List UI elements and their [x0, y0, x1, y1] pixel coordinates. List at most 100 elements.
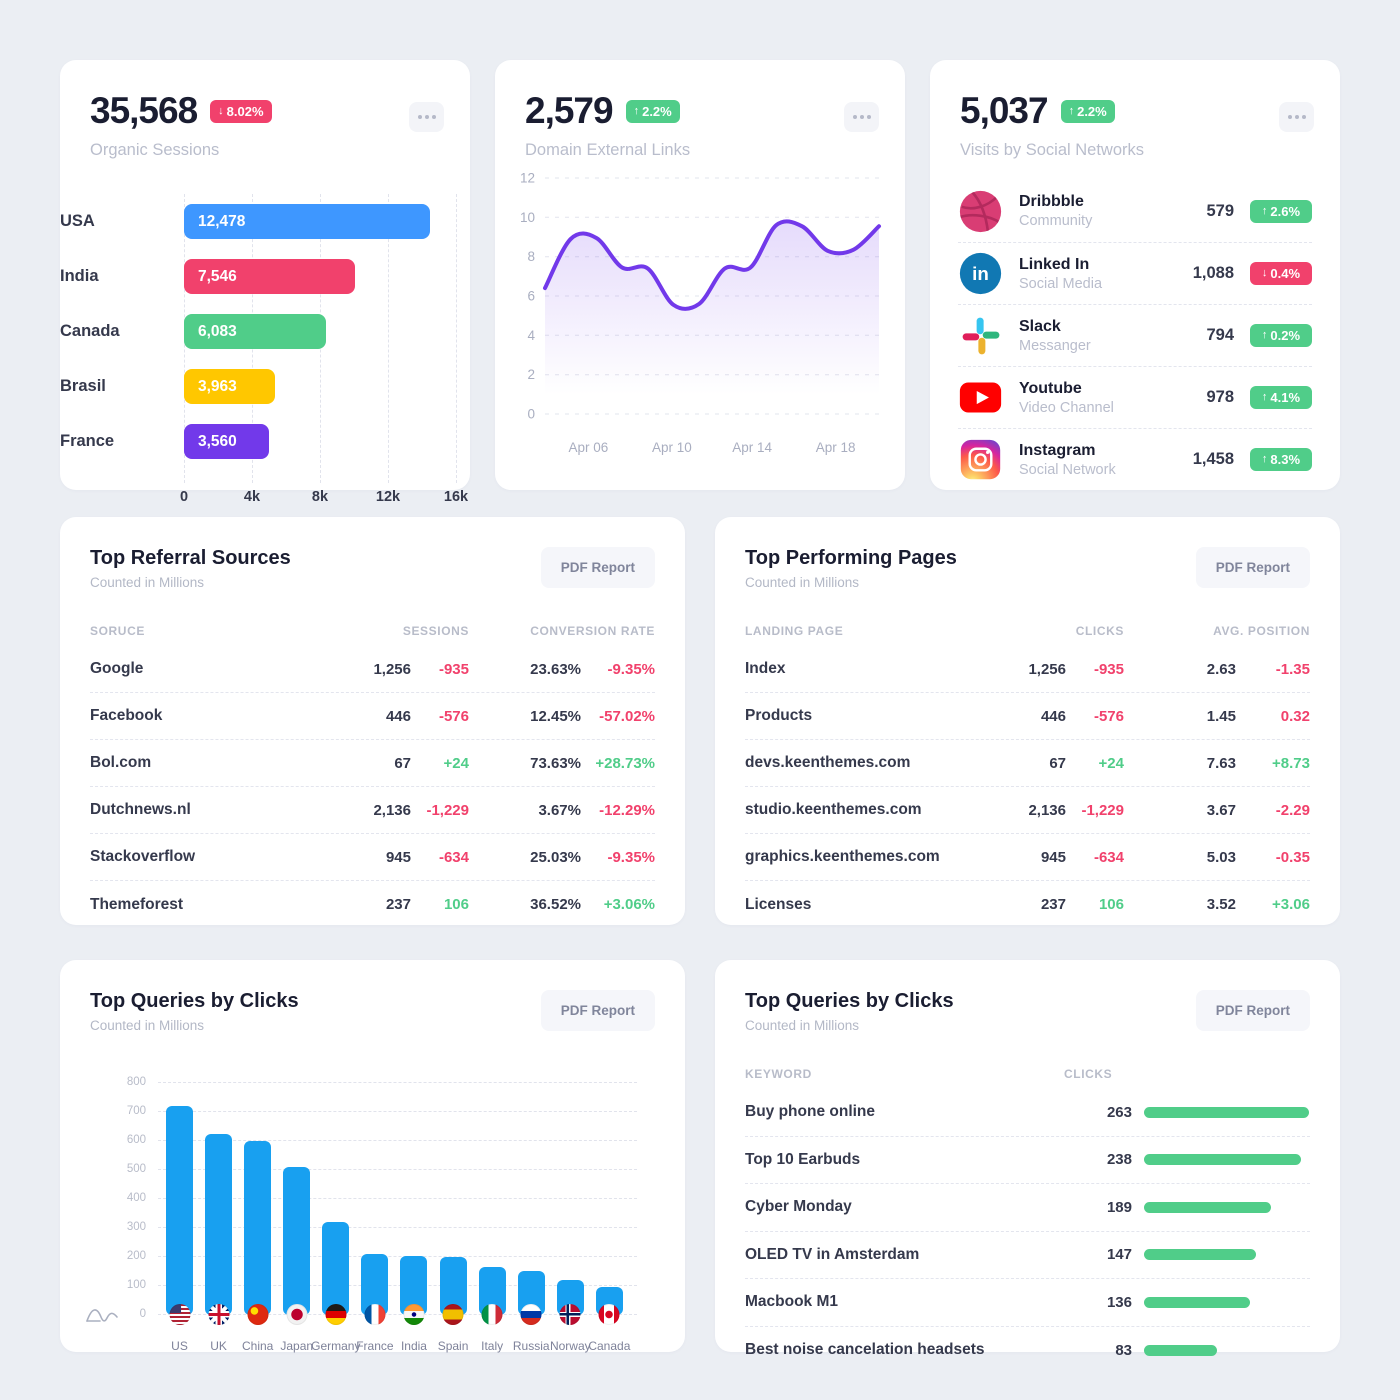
- pdf-report-button[interactable]: PDF Report: [540, 547, 655, 588]
- table-row: Facebook 446 -576 12.45% -57.02%: [90, 693, 655, 740]
- arrow-up-icon: ↑: [1261, 453, 1268, 465]
- row-rate-delta: -0.35: [1275, 848, 1310, 866]
- bar-column: Italy: [478, 1083, 506, 1353]
- row-value-delta: +24: [1098, 754, 1124, 772]
- card-title: Top Queries by Clicks: [745, 990, 954, 1012]
- social-delta-badge: ↑ 4.1%: [1250, 386, 1312, 409]
- social-network-desc: Community: [1019, 213, 1093, 229]
- bar-china: [244, 1141, 272, 1315]
- card-header: 5,037 ↑ 2.2% Visits by Social Networks: [930, 60, 1340, 160]
- row-value-delta: -935: [1093, 660, 1124, 678]
- bar-germany: [322, 1222, 350, 1315]
- flag-us-icon: [169, 1304, 190, 1325]
- bar-column: Russia: [513, 1083, 550, 1353]
- y-tick-label: 8: [527, 249, 535, 264]
- pdf-report-button[interactable]: PDF Report: [1195, 547, 1310, 588]
- svg-text:in: in: [972, 263, 989, 284]
- row-value-delta: -1,229: [426, 801, 469, 819]
- row-name: devs.keenthemes.com: [745, 754, 911, 771]
- social-visits-count: 1,088: [1192, 264, 1234, 282]
- row-rate-delta: 0.32: [1280, 707, 1310, 725]
- country-label: France: [356, 1339, 394, 1353]
- bar-column: UK: [205, 1083, 233, 1353]
- table-row: Products 446 -576 1.45 0.32: [745, 693, 1310, 740]
- card-menu-button[interactable]: [844, 102, 879, 132]
- keyword-row: OLED TV in Amsterdam 147: [745, 1232, 1310, 1279]
- keyword-table-body: Buy phone online 263 Top 10 Earbuds 238 Cybe…: [745, 1089, 1310, 1374]
- clicks-bar: [1144, 1154, 1301, 1166]
- x-tick-label: Apr 14: [732, 440, 772, 455]
- arrow-up-icon: ↑: [1261, 391, 1268, 403]
- card-header: Top Queries by Clicks Counted in Million…: [715, 960, 1340, 1033]
- row-rate-delta: +28.73%: [595, 754, 655, 772]
- row-value: 2,136: [1028, 801, 1066, 819]
- social-network-name: Slack: [1019, 317, 1061, 335]
- row-value: 2,136: [373, 801, 411, 819]
- organic-delta-badge: ↓ 8.02%: [210, 99, 272, 123]
- row-rate: 5.03: [1206, 848, 1236, 866]
- flag-uk-icon: [208, 1304, 230, 1325]
- clicks-bar-cell: [1132, 1296, 1310, 1308]
- gridline: 500: [127, 1163, 637, 1175]
- row-name: Dutchnews.nl: [90, 801, 191, 818]
- keyword-label: OLED TV in Amsterdam: [745, 1245, 920, 1263]
- clicks-bar-cell: [1132, 1201, 1310, 1213]
- delta-value: 4.1%: [1270, 390, 1301, 405]
- y-tick-label: 0: [527, 407, 535, 422]
- keyword-row: Cyber Monday 189: [745, 1184, 1310, 1232]
- gridline: 300: [127, 1221, 637, 1233]
- gridline: [456, 194, 457, 483]
- column-header: SESSIONS: [402, 624, 469, 638]
- youtube-icon: [958, 375, 1003, 420]
- y-tick-label: 10: [520, 210, 535, 225]
- row-name: graphics.keenthemes.com: [745, 848, 940, 865]
- hbar-row: India 7,546: [60, 259, 456, 294]
- country-label: Japan: [280, 1339, 314, 1353]
- y-tick-label: 4: [527, 328, 535, 343]
- row-name: Google: [90, 660, 144, 677]
- row-rate: 3.67%: [538, 801, 581, 819]
- social-network-name: Dribbble: [1019, 193, 1084, 210]
- row-value-delta: -935: [438, 660, 469, 678]
- card-title: Top Referral Sources: [90, 547, 291, 569]
- pdf-report-button[interactable]: PDF Report: [1195, 990, 1310, 1031]
- domain-links-value: 2,579: [525, 90, 614, 131]
- flag-spain-icon: [442, 1304, 464, 1325]
- x-tick-label: 8k: [311, 489, 329, 505]
- card-subtitle: Counted in Millions: [745, 1018, 860, 1033]
- keyword-row: Top 10 Earbuds 238: [745, 1137, 1310, 1184]
- bar-column: India: [400, 1083, 428, 1353]
- table-row: Bol.com 67 +24 73.63% +28.73%: [90, 740, 655, 787]
- social-network-list: Dribbble Community 579 ↑ 2.6% in Linked In Soci…: [958, 180, 1312, 490]
- bar-column: Germany: [311, 1083, 360, 1353]
- hbar-row: France 3,560: [60, 424, 456, 459]
- clicks-value: 147: [1106, 1246, 1132, 1264]
- delta-value: 2.2%: [1077, 103, 1107, 119]
- keyword-label: Cyber Monday: [745, 1198, 852, 1216]
- card-header: Top Queries by Clicks Counted in Million…: [60, 960, 685, 1033]
- arrow-up-icon: ↑: [1261, 329, 1268, 341]
- column-header: KEYWORD: [745, 1067, 812, 1081]
- delta-value: 2.6%: [1270, 203, 1301, 219]
- domain-links-line-chart: 12 10 8 6 4 2 0 Apr 06 Apr 10 Apr 14 Apr 18: [507, 162, 893, 477]
- social-network-row: Slack Messanger 794 ↑ 0.2%: [958, 304, 1312, 366]
- social-network-desc: Social Media: [1019, 275, 1103, 292]
- social-visits-count: 794: [1206, 326, 1234, 344]
- bar-column: China: [242, 1083, 273, 1353]
- row-value: 945: [385, 848, 411, 866]
- card-subtitle: Counted in Millions: [90, 575, 205, 590]
- keyword-label: Macbook M1: [745, 1293, 839, 1311]
- social-delta-badge: ↑ 0.2%: [1250, 324, 1312, 347]
- bar-value-label: 3,560: [198, 432, 237, 450]
- card-subtitle: Counted in Millions: [90, 1018, 205, 1033]
- bar-uk: [205, 1133, 233, 1315]
- row-rate: 3.67: [1206, 801, 1236, 819]
- bar-value-label: 6,083: [198, 322, 237, 340]
- column-header: AVG. POSITION: [1213, 624, 1310, 638]
- pdf-report-button[interactable]: PDF Report: [540, 990, 655, 1031]
- arrow-down-icon: ↓: [1261, 267, 1268, 279]
- card-menu-button[interactable]: [409, 102, 444, 132]
- card-menu-button[interactable]: [1279, 102, 1314, 132]
- flag-germany-icon: [325, 1304, 347, 1325]
- row-rate: 73.63%: [530, 754, 581, 772]
